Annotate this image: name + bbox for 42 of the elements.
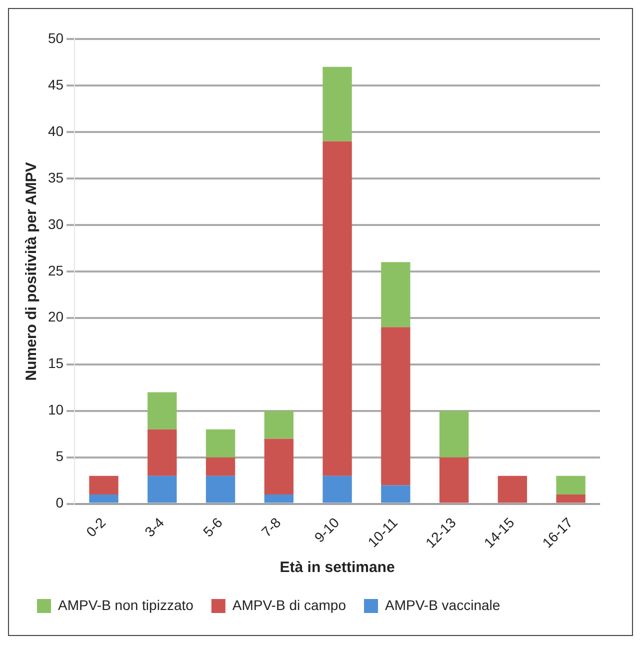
x-tick-label: 3-4	[141, 514, 168, 540]
y-tick-label: 10	[48, 402, 64, 418]
x-axis-title: Età in settimane	[280, 559, 395, 576]
x-tick-label: 7-8	[258, 514, 284, 540]
y-tick-label: 15	[48, 355, 64, 372]
bar	[206, 476, 236, 503]
bar	[148, 429, 177, 476]
legend-label: AMPV-B di campo	[232, 596, 346, 613]
bar	[381, 327, 410, 486]
legend-label: AMPV-B non tipizzato	[58, 596, 194, 613]
y-tick-label: 35	[48, 169, 64, 186]
bar	[322, 141, 352, 476]
y-tick-label: 20	[48, 308, 64, 325]
bar	[89, 494, 118, 503]
bar	[264, 438, 294, 495]
bar	[89, 476, 118, 495]
x-tick-label: 0-2	[82, 514, 109, 540]
bar	[381, 262, 410, 328]
bar	[264, 494, 294, 503]
bar	[498, 476, 528, 503]
legend-label: AMPV-B vaccinale	[385, 596, 500, 613]
bar	[322, 476, 352, 503]
y-tick-label: 30	[48, 216, 64, 232]
y-tick-label: 45	[48, 76, 64, 92]
bar	[439, 457, 469, 503]
bar	[148, 476, 177, 503]
x-tick-label: 5-6	[200, 514, 226, 540]
bar	[264, 410, 294, 439]
y-axis-title: Numero di positività per AMPV	[23, 162, 40, 381]
y-tick-label: 5	[56, 448, 64, 464]
y-tick-label: 40	[48, 122, 64, 139]
bar	[322, 66, 352, 142]
bar	[381, 485, 410, 503]
bar	[556, 476, 586, 495]
bar	[439, 410, 469, 458]
bar	[206, 429, 236, 458]
bar	[556, 494, 586, 503]
y-tick-label: 0	[56, 494, 64, 511]
bar	[206, 457, 236, 476]
y-tick-label: 25	[48, 262, 64, 278]
bar	[148, 392, 177, 430]
y-tick-label: 50	[48, 30, 64, 46]
